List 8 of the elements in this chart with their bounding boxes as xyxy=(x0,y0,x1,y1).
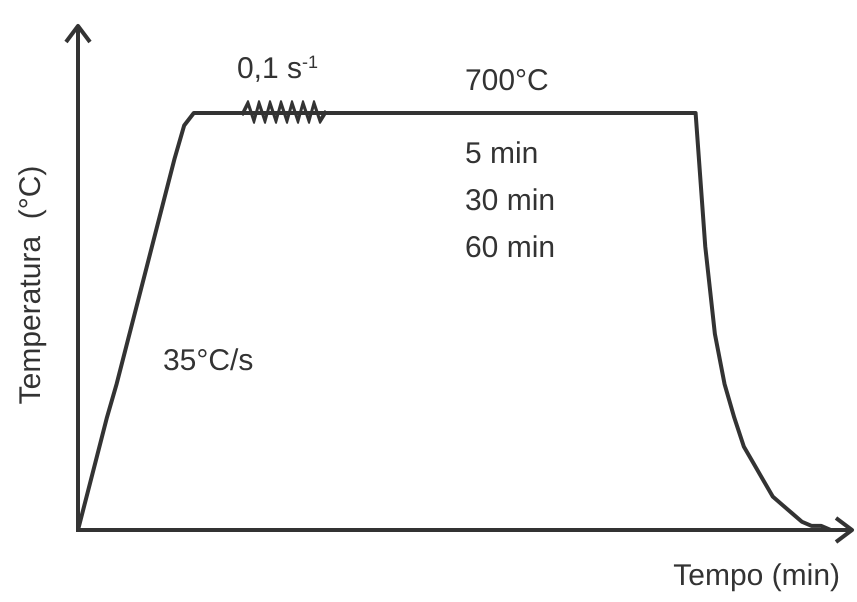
annotation: 5 min xyxy=(465,137,538,170)
text: 700°C xyxy=(465,64,549,97)
x-axis-title: Tempo (min) xyxy=(673,559,840,592)
text: 0,1 s$^{-1}$ xyxy=(237,52,318,85)
annotation: 35°C/s xyxy=(163,344,254,377)
y-axis-title: Temperatura (°C) xyxy=(14,166,47,404)
annotation: 60 min xyxy=(465,231,556,264)
annotation: 30 min xyxy=(465,184,556,217)
